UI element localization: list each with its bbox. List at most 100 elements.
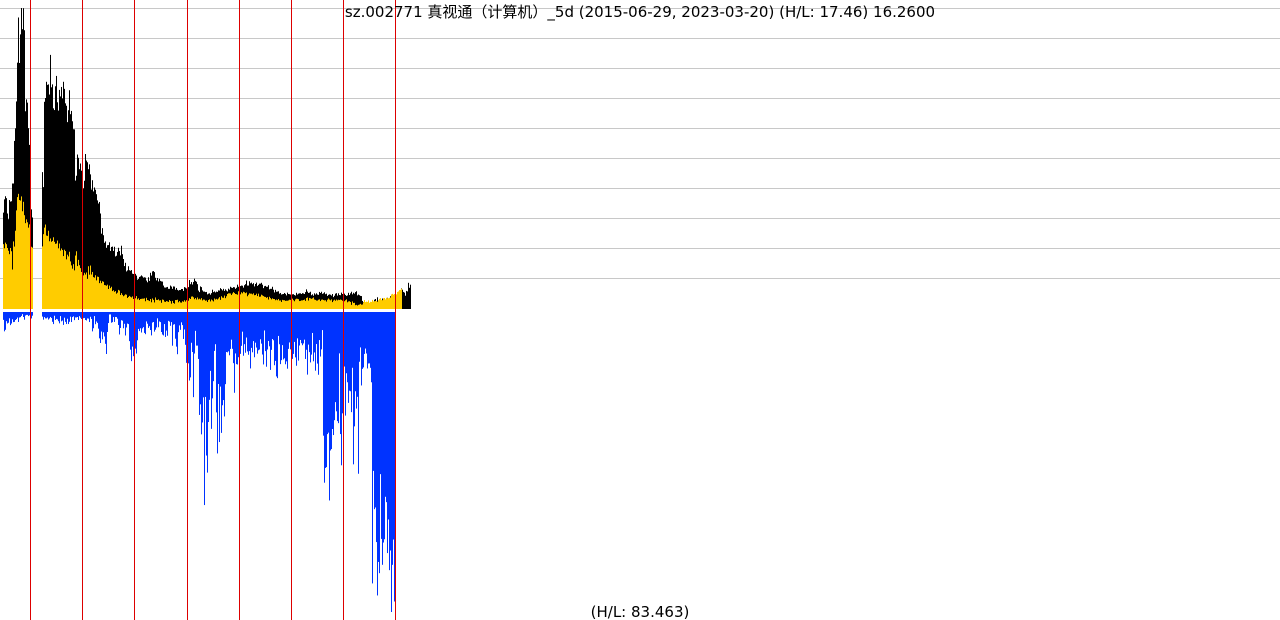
base-bar [102, 281, 103, 309]
volume-bar [97, 312, 98, 323]
price-bar [174, 286, 175, 309]
price-bar [77, 154, 78, 309]
price-bar [70, 114, 71, 309]
price-bar [351, 291, 352, 309]
base-bar [260, 296, 261, 309]
volume-bar [91, 312, 92, 319]
volume-bar [255, 312, 256, 343]
base-bar [152, 298, 153, 309]
price-bar [191, 282, 192, 309]
price-bar [44, 101, 45, 310]
volume-bar [237, 312, 238, 365]
base-bar [302, 300, 303, 309]
price-bar [136, 275, 137, 309]
base-bar [270, 298, 271, 309]
base-bar [231, 295, 232, 309]
base-bar [128, 296, 129, 309]
base-bar [304, 299, 305, 309]
volume-bar [215, 312, 216, 345]
volume-bar [230, 312, 231, 349]
volume-bar [312, 312, 313, 333]
base-bar [209, 299, 210, 309]
price-bar [169, 288, 170, 309]
volume-bar [214, 312, 215, 351]
volume-bar [357, 312, 358, 397]
volume-bar [373, 312, 374, 471]
base-bar [112, 291, 113, 309]
price-bar [403, 291, 404, 309]
volume-bar [385, 312, 386, 497]
base-bar [285, 300, 286, 309]
base-bar [331, 299, 332, 309]
volume-bar [282, 312, 283, 346]
volume-bar [267, 312, 268, 350]
base-bar [173, 302, 174, 309]
base-bar [323, 300, 324, 309]
volume-bar [79, 312, 80, 317]
base-bar [42, 246, 43, 309]
volume-bar [122, 312, 123, 321]
base-bar [305, 300, 306, 309]
volume-bar [99, 312, 100, 339]
volume-bar [137, 312, 138, 341]
price-bar [133, 274, 134, 309]
volume-bar [83, 312, 84, 319]
base-bar [271, 299, 272, 309]
volume-bar [142, 312, 143, 329]
volume-bar [270, 312, 271, 370]
base-bar [192, 296, 193, 309]
price-bar [90, 174, 91, 309]
base-bar [400, 289, 401, 309]
base-bar [237, 294, 238, 309]
volume-bar [15, 312, 16, 321]
price-bar [201, 287, 202, 309]
base-bar [45, 224, 46, 309]
volume-bar [243, 312, 244, 356]
base-bar [325, 300, 326, 309]
price-bar [410, 284, 411, 309]
volume-bar [219, 312, 220, 443]
price-bar [76, 175, 77, 309]
base-bar [65, 251, 66, 309]
volume-bar [281, 312, 282, 361]
price-bar [402, 289, 403, 309]
volume-bar [295, 312, 296, 358]
price-bar [320, 292, 321, 309]
price-bar [106, 247, 107, 309]
volume-bar [210, 312, 211, 371]
price-bar [71, 110, 72, 309]
volume-bar [154, 312, 155, 332]
base-bar [206, 300, 207, 309]
volume-bar [116, 312, 117, 318]
price-bar [142, 276, 143, 309]
volume-bar [160, 312, 161, 323]
base-bar [103, 281, 104, 309]
price-bar [46, 81, 47, 309]
base-bar [397, 291, 398, 309]
base-bar [101, 283, 102, 309]
base-bar [99, 283, 100, 309]
base-bar [228, 293, 229, 309]
price-bar [271, 288, 272, 309]
base-bar [306, 297, 307, 309]
base-bar [169, 300, 170, 309]
base-bar [43, 234, 44, 309]
base-bar [223, 297, 224, 309]
volume-bar [157, 312, 158, 319]
base-bar [365, 302, 366, 309]
volume-bar [263, 312, 264, 365]
volume-bar [47, 312, 48, 318]
volume-hl-label: (H/L: 83.463) [591, 603, 690, 620]
base-bar [220, 299, 221, 309]
base-bar [51, 241, 52, 309]
base-bar [259, 296, 260, 309]
volume-bar [4, 312, 5, 332]
base-bar [121, 293, 122, 309]
base-bar [151, 302, 152, 309]
price-bar [162, 281, 163, 309]
base-bar [50, 238, 51, 309]
price-bar [151, 275, 152, 309]
base-bar [292, 298, 293, 309]
volume-bar [92, 312, 93, 332]
volume-bar [76, 312, 77, 318]
